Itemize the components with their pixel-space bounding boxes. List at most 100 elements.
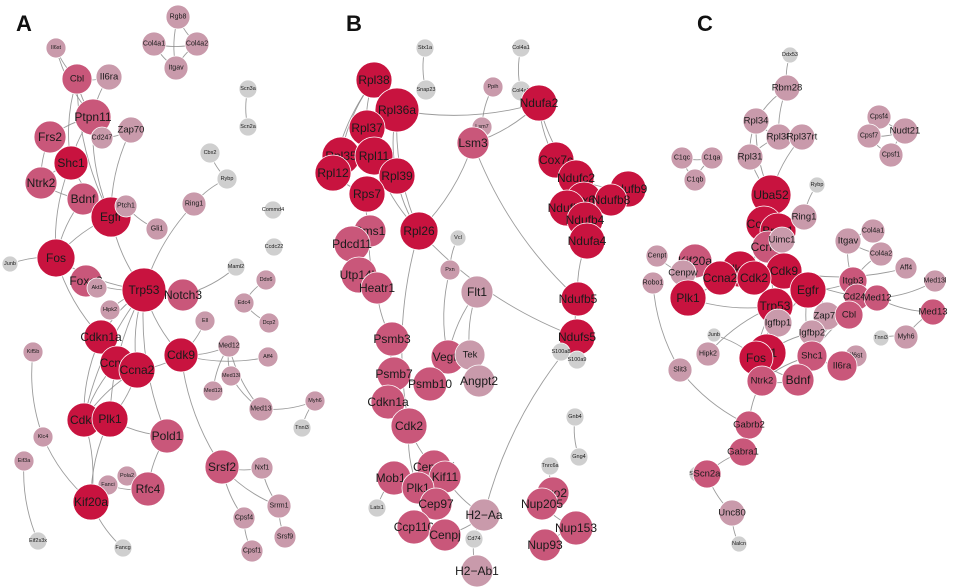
node-a-cd247-circle: [90, 126, 114, 150]
node-c-cenpt-circle: [645, 244, 669, 268]
node-c-slit3: Slit3: [667, 357, 693, 383]
node-a-ddx6-circle: [255, 269, 277, 291]
node-a-eif2s3x-circle: [28, 531, 48, 551]
edge-a-kif5b-klc4: [31, 351, 44, 438]
node-a-fancg: Fancg: [113, 538, 133, 558]
node-a-zap70-circle: [117, 116, 145, 144]
node-b-cd74-circle: [464, 529, 484, 549]
node-a-commd4: Commd4: [262, 200, 284, 220]
node-c-ntrk2-circle: [746, 365, 778, 397]
node-a-col4a1-circle: [141, 31, 167, 57]
node-b-angpt2: Angpt2: [460, 364, 498, 398]
node-a-rfc4-circle: [130, 471, 166, 507]
node-a-cbx2-circle: [199, 142, 221, 164]
node-b-cdkn1a-circle: [370, 384, 406, 420]
node-c-rpl31-circle: [736, 143, 764, 171]
panel-label-c: C: [697, 11, 713, 36]
node-a-ccna2: Ccna2: [118, 351, 156, 389]
node-c-cenpt: Cenpt: [645, 244, 669, 268]
node-a-nxf1: Nxf1: [250, 456, 274, 480]
node-a-pold1: Pold1: [149, 418, 185, 454]
node-b-gnb4: Gnb4: [565, 407, 585, 427]
node-c-cpsf1: Cpsf1: [878, 142, 904, 168]
node-b-ccp110-circle: [396, 509, 432, 545]
node-b-s100a9-circle: [567, 350, 587, 370]
node-c-ddx53-circle: [781, 46, 799, 64]
node-c-c1qc-circle: [670, 146, 694, 170]
node-c-rybp-circle: [808, 176, 826, 194]
node-b-nup205-circle: [525, 487, 559, 521]
node-b-tnrc6a: Tnrc6a: [540, 456, 559, 476]
node-c-cpsf7: Cpsf7: [856, 123, 882, 149]
node-c-hipk2: Hipk2: [695, 341, 721, 367]
node-c-ddx53: Ddx53: [781, 46, 799, 64]
node-c-rpl34-circle: [742, 107, 770, 135]
node-a-frs2-circle: [33, 120, 67, 154]
node-a-commd4-circle: [263, 200, 283, 220]
node-a-kif5b: Kif5b: [22, 341, 44, 363]
node-a-srsf2-circle: [204, 449, 240, 485]
node-b-rps7: Rps7: [348, 175, 386, 213]
node-a-notch3-circle: [166, 278, 200, 312]
node-a-srsf2: Srsf2: [204, 449, 240, 485]
node-b-psmb3: Psmb3: [373, 321, 411, 357]
node-a-fos: Fos: [36, 238, 76, 278]
node-c-cdk2: Cdk2: [736, 260, 772, 296]
node-a-eif3a-circle: [13, 450, 35, 472]
node-c-uimc1-circle: [768, 226, 796, 254]
node-b-ndufb8-circle: [594, 183, 628, 217]
node-b-s100a8: S100a8: [551, 342, 571, 362]
node-c-rpl34: Rpl34: [742, 107, 770, 135]
node-c-ring1-circle: [790, 203, 818, 231]
node-b-pdcd11-circle: [333, 225, 371, 263]
node-a-med12l: Med12l: [202, 380, 224, 402]
node-a-fancg-circle: [113, 538, 133, 558]
node-c-myh6: Myh6: [893, 324, 919, 350]
node-a-ccdc22-circle: [264, 237, 284, 257]
node-a-junb: Junb: [1, 255, 19, 273]
node-c-rpl38: Rpl38: [765, 123, 793, 151]
node-c-rybp: Rybp: [808, 176, 826, 194]
node-b-stx1a-circle: [415, 38, 435, 58]
node-b-ndufa4-circle: [568, 222, 606, 260]
node-a-kif20a-circle: [72, 483, 110, 521]
node-b-nup153-circle: [558, 510, 594, 546]
node-a-scn3a-circle: [238, 79, 258, 99]
node-a-akt3: Akt3: [86, 277, 108, 299]
node-b-heatr1-circle: [360, 271, 394, 305]
node-c-rpl37rt-circle: [788, 123, 816, 151]
node-c-gabra1: Gabra1: [727, 437, 759, 467]
node-b-lsm3-circle: [456, 126, 490, 160]
node-a-shc1: Shc1: [53, 145, 89, 181]
node-c-rpl37rt: Rpl37rt: [787, 123, 818, 151]
node-c-cbl-circle: [834, 300, 864, 330]
node-b-h2-ab1: H2−Ab1: [455, 554, 499, 587]
node-b-s100a8-circle: [551, 342, 571, 362]
node-b-h2-aa-circle: [467, 498, 501, 532]
node-b-cep97-circle: [419, 487, 453, 521]
node-c-unc80: Unc80: [718, 499, 746, 527]
node-a-il6st: Il6st: [45, 37, 67, 59]
node-b-stx1a: Stx1a: [415, 38, 435, 58]
node-a-scn2a: Scn2a: [238, 117, 258, 137]
node-c-ccna2-circle: [702, 260, 738, 296]
node-a-ntrk2-circle: [24, 166, 58, 200]
node-a-klc4: Klc4: [32, 426, 54, 448]
node-b-nup153: Nup153: [555, 510, 597, 546]
node-a-tnni3: Tnni3: [292, 418, 312, 438]
node-a-cdkn1a-circle: [83, 319, 119, 355]
node-b-cenpj-circle: [428, 518, 462, 552]
node-c-il6ra-circle: [826, 350, 858, 382]
node-a-zap70: Zap70: [117, 116, 145, 144]
node-a-scn3a: Scn3a: [238, 79, 258, 99]
node-c-rbm28-circle: [773, 74, 801, 102]
node-a-rgb8-circle: [165, 4, 191, 30]
node-a-cdk9: Cdk9: [163, 337, 199, 373]
node-a-srsf9-circle: [273, 525, 297, 549]
node-b-snap23: Snap23: [415, 79, 437, 101]
node-b-rpl12: Rpl12: [314, 154, 352, 192]
node-c-igfbp1-circle: [763, 308, 793, 338]
node-a-edc4-circle: [233, 292, 255, 314]
node-a-srrm1-circle: [266, 493, 292, 519]
node-c-scn2a: Scn2a: [692, 459, 722, 489]
